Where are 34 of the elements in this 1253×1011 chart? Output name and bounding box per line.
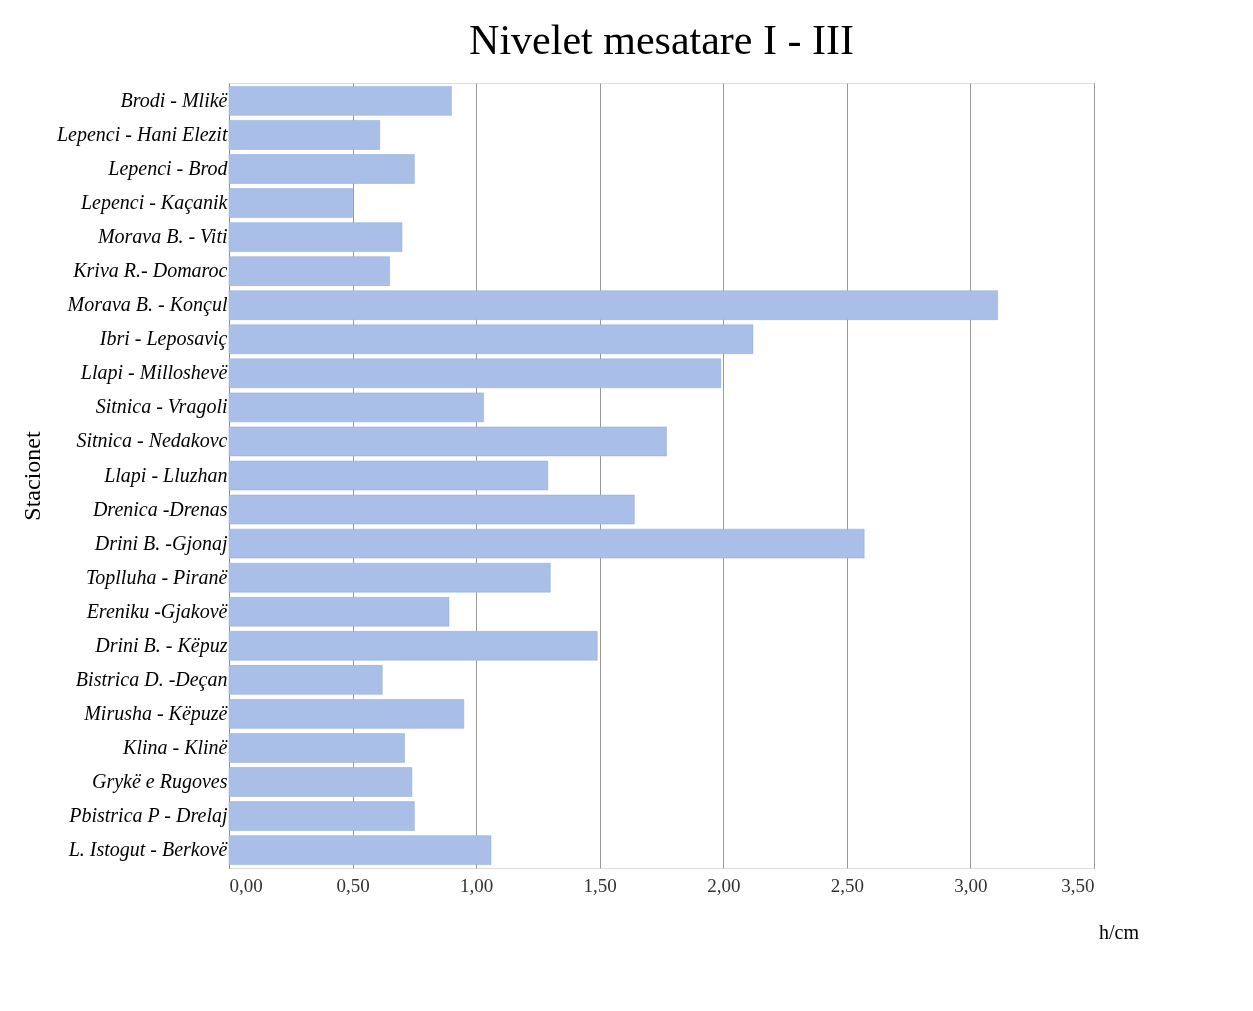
y-tick-label: Drini B. -Gjonaj [93,531,228,555]
x-tick-label: 0,50 [336,874,370,896]
y-tick-label: Grykë e Rugoves [92,770,228,794]
x-tick-label: 3,00 [954,874,988,896]
y-axis-title: Stacionet [18,431,45,521]
y-tick-label: Drini B. - Këpuz [94,633,228,657]
y-tick-label: Lepenci - Kaçanik [79,191,229,215]
y-tick-label: Llapi - Lluzhan [103,463,228,487]
y-tick-label: Klina - Klinë [122,735,229,758]
y-tick-label: Toplluha - Piranë [86,565,229,589]
y-tick-label: Mirusha - Këpuzë [83,701,229,725]
y-tick-label: Bistrica D. -Deçan [75,667,228,691]
y-tick-label: Lepenci - Hani Elezit [55,122,228,146]
x-tick-label: 2,00 [707,874,741,896]
y-tick-label: Pbistrica P - Drelaj [68,804,228,828]
x-tick-label: 0,00 [229,874,263,896]
y-tick-label: Brodi - Mlikë [120,88,229,111]
x-axis-title: h/cm [1099,921,1140,943]
chart-title: Nivelet mesatare I - III [469,17,854,63]
y-tick-label: Sitnica - Nedakovc [76,429,228,452]
y-tick-label: L. Istogut - Berkovë [67,838,229,862]
y-tick-label: Sitnica - Vragoli [95,395,228,419]
y-tick-label: Morava B. - Viti [96,225,228,248]
y-tick-label: Llapi - Milloshevë [79,361,229,385]
y-tick-label: Lepenci - Brod [107,156,229,180]
x-tick-label: 1,50 [583,874,617,896]
y-tick-label: Ereniku -Gjakovë [85,599,229,623]
y-tick-label: Drenica -Drenas [91,497,228,520]
x-tick-label: 1,00 [460,874,494,896]
y-tick-label: Kriva R.- Domaroc [72,259,228,282]
x-tick-label: 2,50 [830,874,864,896]
y-tick-label: Ibri - Leposaviç [98,327,228,351]
x-tick-label: 3,50 [1061,874,1095,896]
y-tick-label: Morava B. - Konçul [66,293,228,317]
